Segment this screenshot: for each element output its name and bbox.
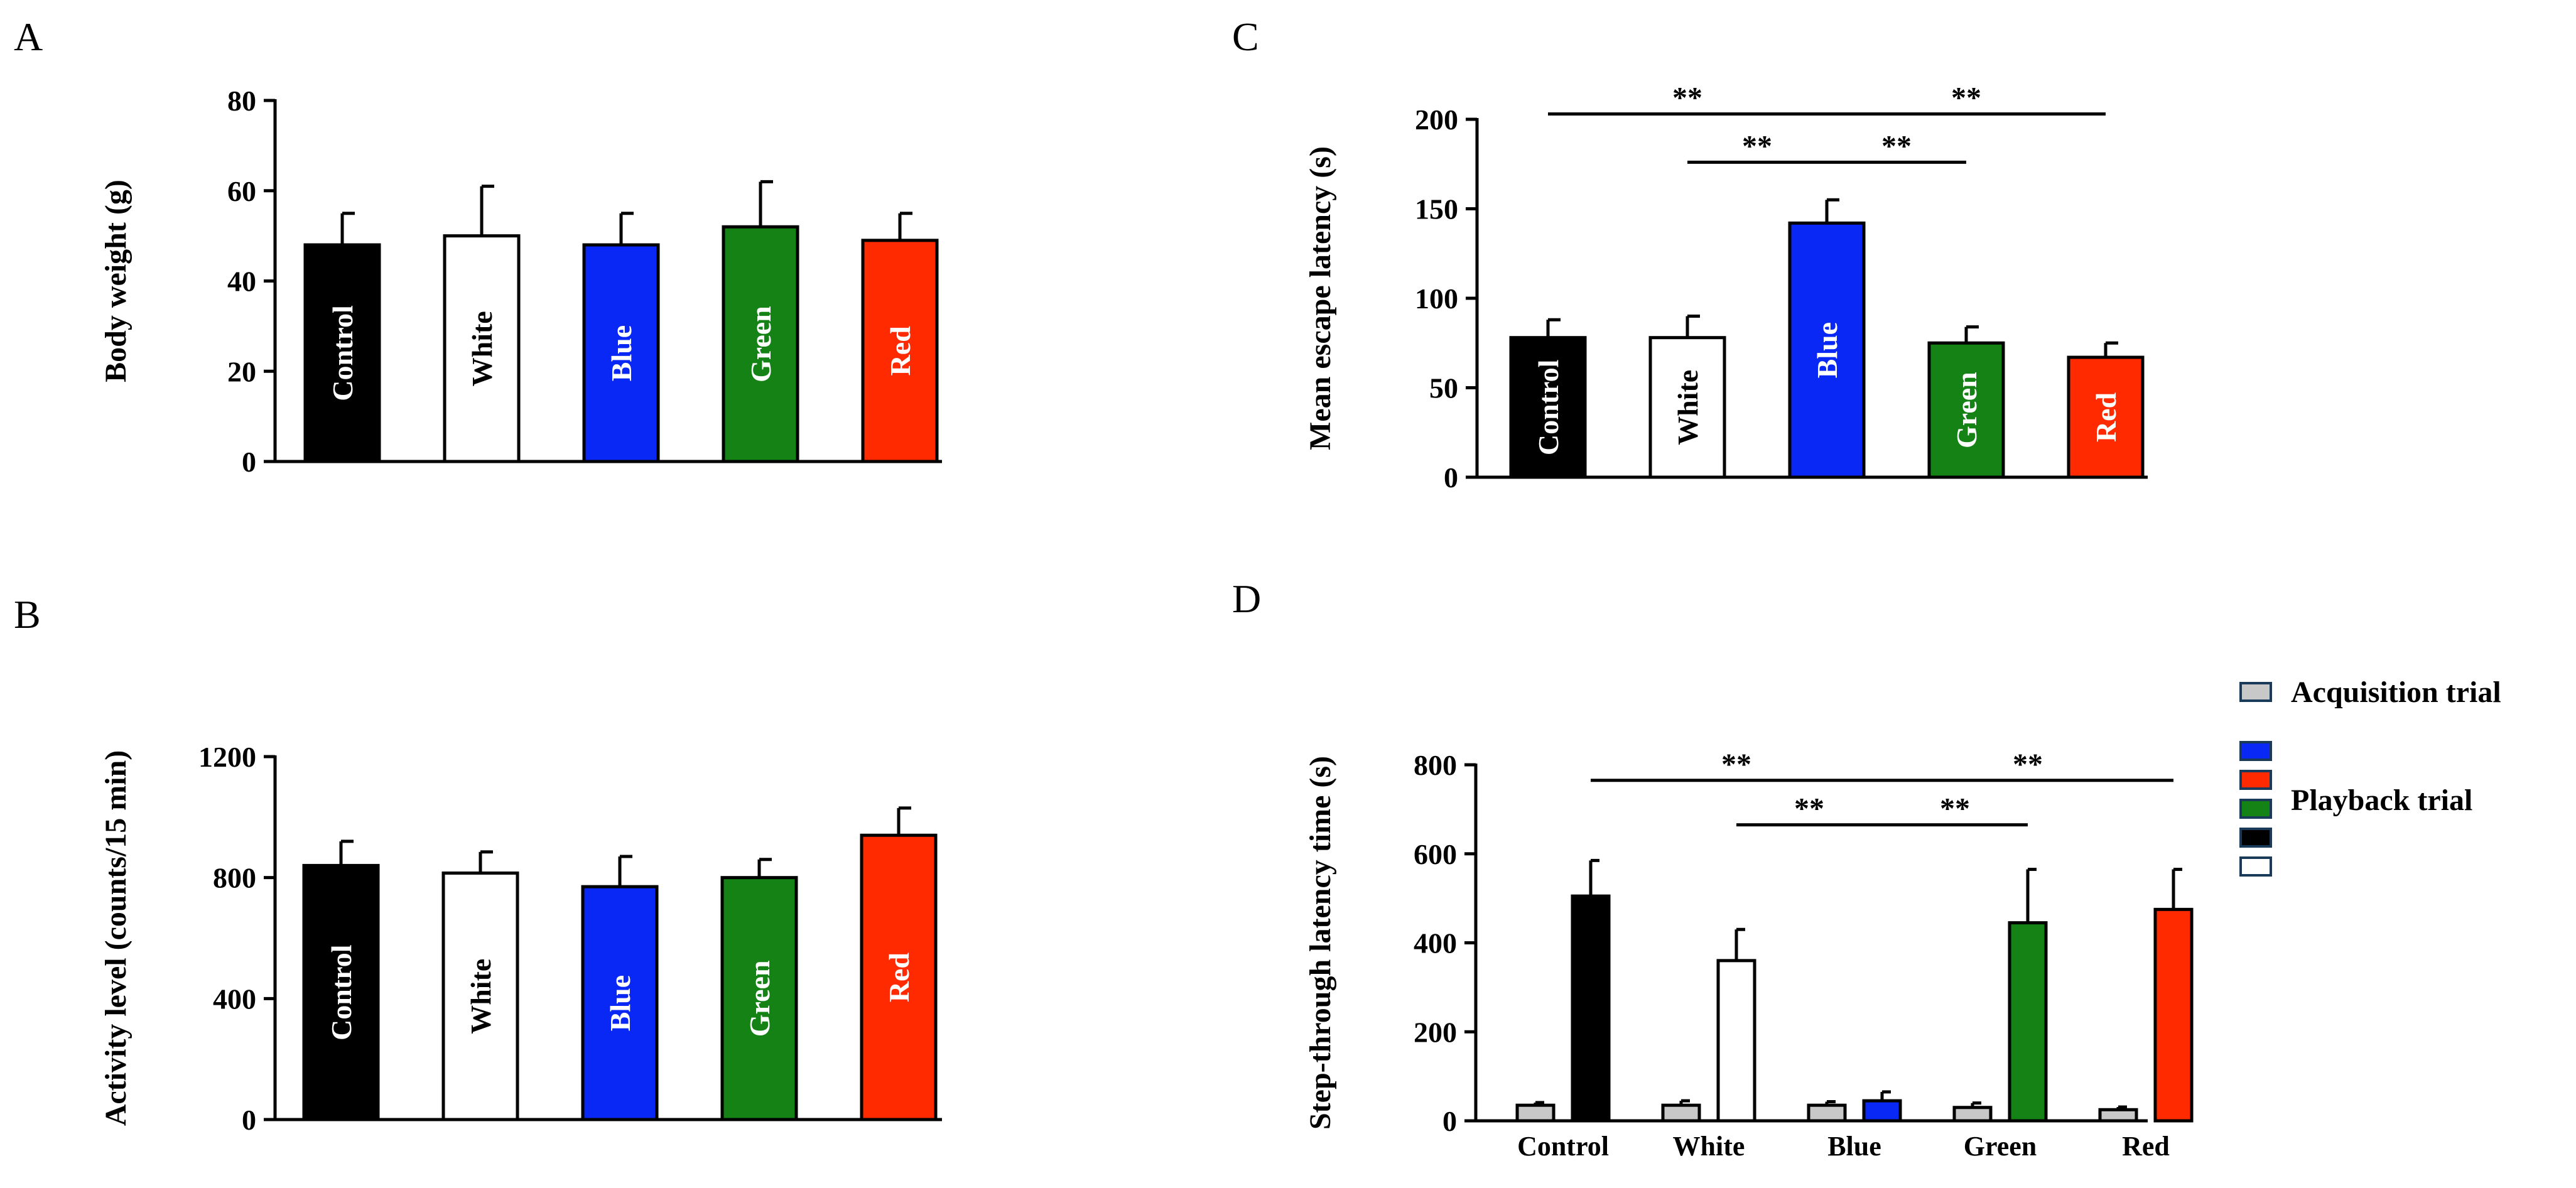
panel-d-legend-swatch-playback (2239, 770, 2272, 790)
panel-d-y-tick-label: 200 (1414, 1016, 1457, 1048)
panel-d-significance-label: ** (1940, 792, 1970, 826)
panel-d-y-tick-label: 400 (1414, 927, 1457, 959)
panel-a-bar-label: Control (327, 305, 359, 401)
panel-b-bar-control (302, 863, 380, 1121)
panel-d-legend-swatch-acquisition (2239, 682, 2272, 702)
panel-d-y-tick-label: 800 (1414, 749, 1457, 781)
panel-c-significance-label: ** (1951, 81, 1981, 114)
panel-a-y-tick-label: 20 (227, 355, 256, 387)
panel-b-bar-blue (581, 885, 659, 1121)
panel-a-bar-label: Blue (605, 325, 637, 381)
panel-d-legend-swatch-playback (2239, 741, 2272, 761)
panel-a-bar-blue (582, 243, 660, 463)
panel-b-bar-red (860, 833, 938, 1121)
panel-d-category-label: Blue (1827, 1131, 1881, 1162)
panel-d-bar-playback-white (1716, 959, 1756, 1123)
panel-a-bar-white (443, 234, 521, 463)
panel-a-y-tick-label: 60 (227, 175, 256, 207)
panel-d-y-tick-label: 0 (1442, 1105, 1457, 1137)
panel-c-bar-red (2067, 355, 2145, 479)
panel-a-bar-label: Red (884, 326, 916, 376)
chart-panel-d: 0 200 400 600 800 Step-through latency time (… (1304, 676, 2501, 1162)
panel-a-bar-label: Green (745, 306, 777, 382)
panel-b-y-axis-title: Activity level (counts/15 min) (99, 750, 133, 1126)
panel-d-significance-label: ** (1794, 792, 1824, 826)
panel-d-bar-acquisition-white (1661, 1103, 1701, 1123)
panel-letter-b: B (14, 592, 41, 637)
panel-a-y-axis-title: Body weight (g) (99, 180, 133, 382)
panel-c-bar-label: Control (1532, 360, 1564, 456)
panel-d-bar-acquisition-blue (1807, 1103, 1847, 1123)
panel-a-bar-control (303, 243, 381, 463)
panel-d-significance-label: ** (2013, 748, 2043, 781)
panel-c-bar-green (1927, 341, 2005, 479)
panel-c-bar-control (1509, 336, 1587, 479)
panel-d-legend-swatch-playback (2239, 856, 2272, 877)
panel-b-bar-label: Red (883, 953, 915, 1003)
panel-c-bar-label: Blue (1811, 322, 1843, 378)
panel-c-bar-blue (1788, 221, 1866, 479)
panel-letter-c: C (1232, 14, 1259, 59)
panel-d-y-axis-title: Step-through latency time (s) (1304, 756, 1337, 1130)
panel-d-bar-playback-control (1571, 894, 1611, 1123)
chart-panel-c: 0 50 100 150 200 Mean escape latency (s) Contr… (1304, 81, 2148, 494)
panel-c-y-tick-label: 150 (1415, 193, 1458, 225)
panel-d-legend-label-playback: Playback trial (2291, 784, 2472, 817)
panel-letter-d: D (1232, 576, 1261, 621)
panel-b-bar-white (441, 871, 519, 1121)
panel-c-bar-label: White (1672, 370, 1704, 445)
panel-b-bar-label: Control (325, 944, 357, 1040)
panel-b-bar-label: White (465, 959, 497, 1034)
panel-c-significance-label: ** (1881, 129, 1912, 163)
panel-d-legend-swatch-playback (2239, 799, 2272, 819)
panel-d-significance-label: ** (1721, 748, 1751, 781)
panel-c-y-axis-title: Mean escape latency (s) (1304, 146, 1337, 450)
panel-b-y-tick-label: 800 (213, 862, 256, 894)
panel-b-y-tick-label: 0 (242, 1104, 256, 1136)
panel-c-y-tick-label: 0 (1444, 462, 1458, 494)
panel-d-y-tick-label: 600 (1414, 838, 1457, 870)
chart-panel-b: 0 400 800 1200 Activity level (counts/15 min… (99, 741, 942, 1136)
panel-b-bar-label: Blue (604, 975, 636, 1031)
panel-b-bar-label: Green (744, 960, 776, 1037)
chart-panel-a: 0 20 40 60 80 Body weight (g) Control White Blue… (99, 85, 942, 478)
panel-d-category-label: Red (2122, 1131, 2170, 1162)
panel-a-bar-red (861, 239, 939, 463)
panel-b-bar-green (720, 876, 798, 1121)
panel-c-y-tick-label: 50 (1429, 372, 1458, 404)
panel-c-significance-label: ** (1672, 81, 1702, 114)
panel-a-y-tick-label: 40 (227, 266, 256, 298)
panel-d-legend-swatch-playback (2239, 828, 2272, 848)
panel-a-y-tick-label: 80 (227, 85, 256, 117)
panel-c-y-tick-label: 100 (1415, 283, 1458, 315)
panel-letter-a: A (14, 14, 43, 59)
panel-d-category-label: Control (1517, 1131, 1609, 1162)
panel-a-bar-label: White (466, 311, 498, 386)
panel-d-category-label: Green (1964, 1131, 2037, 1162)
panel-d-bar-playback-blue (1862, 1099, 1902, 1123)
panel-c-y-tick-label: 200 (1415, 104, 1458, 136)
panel-c-bar-label: Green (1951, 372, 1983, 448)
panel-c-significance-label: ** (1742, 129, 1772, 163)
panel-d-bar-acquisition-red (2098, 1108, 2138, 1123)
panel-d-bar-acquisition-control (1515, 1103, 1556, 1123)
panel-c-bar-label: Red (2090, 392, 2122, 443)
panel-d-bar-playback-red (2153, 907, 2194, 1123)
panel-d-legend-label-acquisition: Acquisition trial (2291, 676, 2501, 709)
panel-b-y-tick-label: 400 (213, 983, 256, 1015)
panel-d-category-label: White (1673, 1131, 1745, 1162)
panel-d-bar-playback-green (2008, 921, 2048, 1123)
panel-a-y-tick-label: 0 (242, 446, 256, 478)
panel-d-bar-acquisition-green (1952, 1106, 1993, 1123)
panel-c-bar-white (1648, 336, 1726, 479)
panel-a-bar-green (722, 225, 799, 463)
panel-b-y-tick-label: 1200 (198, 741, 256, 773)
